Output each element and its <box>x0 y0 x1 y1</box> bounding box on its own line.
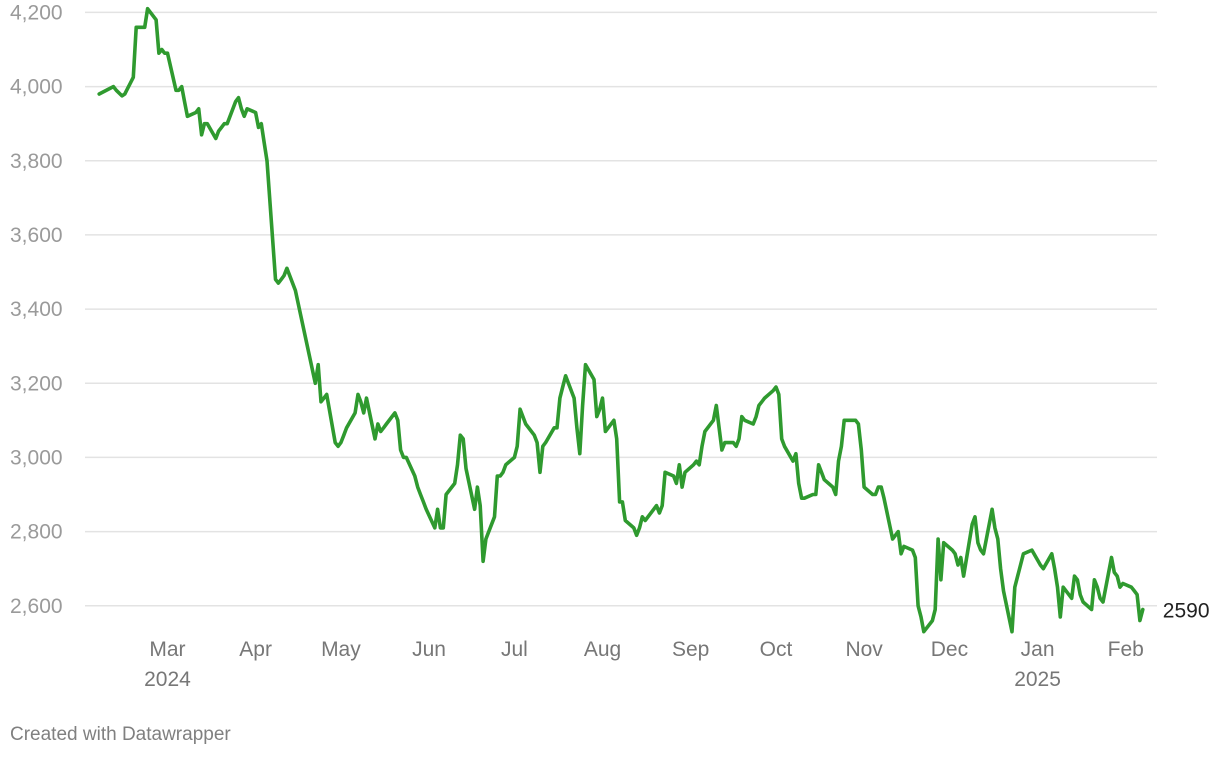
series-line <box>97 6 1145 634</box>
line-chart: 2,600 2,800 3,000 3,200 3,400 3,600 3,800 4,000… <box>10 1 1210 691</box>
y-tick-label: 2,800 <box>10 521 63 544</box>
x-tick-year-label: 2025 <box>1014 668 1061 691</box>
x-tick-year-label: 2024 <box>144 668 191 691</box>
x-tick-label: May <box>321 638 361 661</box>
x-tick-label: Nov <box>845 638 883 661</box>
y-tick-label: 3,000 <box>10 446 63 469</box>
x-tick-label: Aug <box>584 638 621 661</box>
gridlines <box>85 11 1157 607</box>
x-tick-label: Sep <box>672 638 709 661</box>
x-tick-label: Mar <box>149 638 185 661</box>
y-tick-label: 3,600 <box>10 224 63 247</box>
series-end-value-label: 2590 <box>1163 599 1210 622</box>
x-axis-ticks: Mar 2024 Apr May Jun Jul Aug Sep Oct Nov Dec Jan 202… <box>144 638 1144 691</box>
x-tick-label: Jan <box>1021 638 1055 661</box>
x-tick-label: Apr <box>239 638 272 661</box>
x-tick-label: Jun <box>412 638 446 661</box>
y-tick-label: 4,200 <box>10 1 63 24</box>
y-tick-label: 3,200 <box>10 372 63 395</box>
y-tick-label: 4,000 <box>10 76 63 99</box>
x-tick-label: Dec <box>931 638 968 661</box>
y-tick-label: 3,800 <box>10 150 63 173</box>
series-layer: 2590 <box>97 6 1210 634</box>
y-axis-ticks: 2,600 2,800 3,000 3,200 3,400 3,600 3,800 4,000… <box>10 1 63 617</box>
x-tick-label: Oct <box>760 638 793 661</box>
y-tick-label: 2,600 <box>10 595 63 618</box>
x-tick-label: Jul <box>501 638 528 661</box>
footer-credit: Created with Datawrapper <box>10 724 231 745</box>
y-tick-label: 3,400 <box>10 298 63 321</box>
x-tick-label: Feb <box>1108 638 1144 661</box>
